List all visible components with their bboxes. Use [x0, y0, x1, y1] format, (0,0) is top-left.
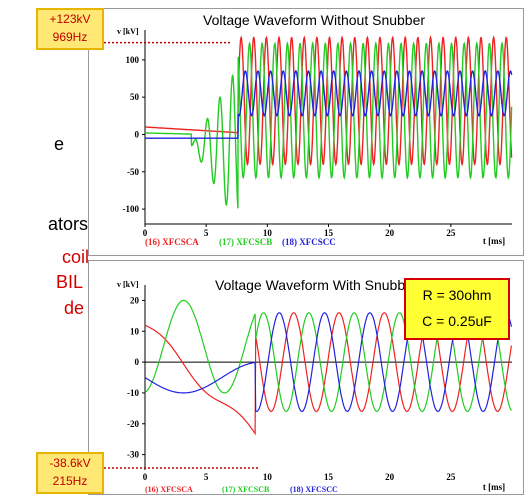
- bottom-y-tick-label: -30: [127, 450, 139, 460]
- bottom-y-tick-label: 10: [130, 326, 140, 336]
- bottom-x-tick-label: 15: [324, 472, 334, 482]
- min-voltage-label: -38.6kV: [49, 456, 91, 470]
- bottom-x-tick-label: 10: [263, 472, 273, 482]
- top-x-tick-label: 10: [263, 228, 273, 238]
- bottom-legend-item: (17) XFCSCB: [222, 485, 270, 494]
- bottom-series-line: [144, 312, 512, 413]
- snubber-params-box: R = 30ohm C = 0.25uF: [404, 278, 510, 340]
- bottom-x-tick-label: 5: [204, 472, 209, 482]
- slide-text-line-4: BIL: [56, 272, 84, 292]
- bottom-series-line: [144, 312, 512, 436]
- bottom-y-tick-label: -20: [127, 419, 139, 429]
- top-legend-item: (18) XFCSCC: [282, 237, 336, 247]
- bottom-legend-item: (16) XFCSCA: [145, 485, 193, 494]
- peak-callout-bottom: -38.6kV 215Hz: [36, 452, 104, 494]
- top-x-tick-label: 5: [204, 228, 209, 238]
- top-y-tick-label: 100: [126, 55, 140, 65]
- top-x-axis-label: t [ms]: [483, 236, 505, 246]
- capacitance-label: C = 0.25uF: [422, 313, 492, 329]
- bottom-x-tick-label: 25: [446, 472, 456, 482]
- peak-callout-top: +123kV 969Hz: [36, 8, 104, 50]
- top-x-tick-label: 0: [143, 228, 148, 238]
- top-y-tick-label: 50: [130, 92, 140, 102]
- bottom-x-tick-label: 20: [385, 472, 395, 482]
- bottom-y-axis-label: v [kV]: [117, 280, 139, 289]
- min-frequency-label: 215Hz: [52, 474, 88, 488]
- top-legend-item: (17) XFCSCB: [219, 237, 272, 247]
- top-y-tick-label: -50: [127, 167, 139, 177]
- top-y-tick-label: -100: [123, 204, 140, 214]
- top-series-line: [145, 69, 513, 139]
- slide-text-line-5: de: [64, 298, 85, 318]
- top-y-tick-label: 0: [135, 129, 140, 139]
- slide-text-line-1: e: [54, 134, 65, 154]
- resistance-label: R = 30ohm: [422, 287, 492, 303]
- bottom-plot-title: Voltage Waveform With Snubber: [215, 277, 418, 293]
- bottom-y-tick-label: -10: [127, 388, 139, 398]
- bottom-legend-item: (18) XFCSCC: [290, 485, 338, 494]
- peak-frequency-label: 969Hz: [52, 30, 88, 44]
- bottom-x-axis-label: t [ms]: [483, 482, 505, 492]
- top-x-tick-label: 20: [385, 228, 395, 238]
- peak-voltage-label: +123kV: [49, 12, 91, 26]
- bottom-y-tick-label: 20: [130, 295, 140, 305]
- top-x-tick-label: 25: [446, 228, 456, 238]
- top-series-line: [145, 40, 513, 209]
- top-x-tick-label: 15: [324, 228, 334, 238]
- slide-text-line-3: coil: [62, 247, 90, 267]
- top-plot-title: Voltage Waveform Without Snubber: [203, 12, 426, 28]
- bottom-y-tick-label: 0: [135, 357, 140, 367]
- top-y-axis-label: v [kV]: [117, 27, 139, 36]
- top-chart: -100 -50 0 50 100 0 5 10 15 20 25 v [kV] t [ms] (16) …: [100, 27, 513, 247]
- top-legend-item: (16) XFCSCA: [145, 237, 199, 247]
- slide-text-line-2: ators: [48, 214, 89, 234]
- bottom-x-tick-label: 0: [143, 472, 148, 482]
